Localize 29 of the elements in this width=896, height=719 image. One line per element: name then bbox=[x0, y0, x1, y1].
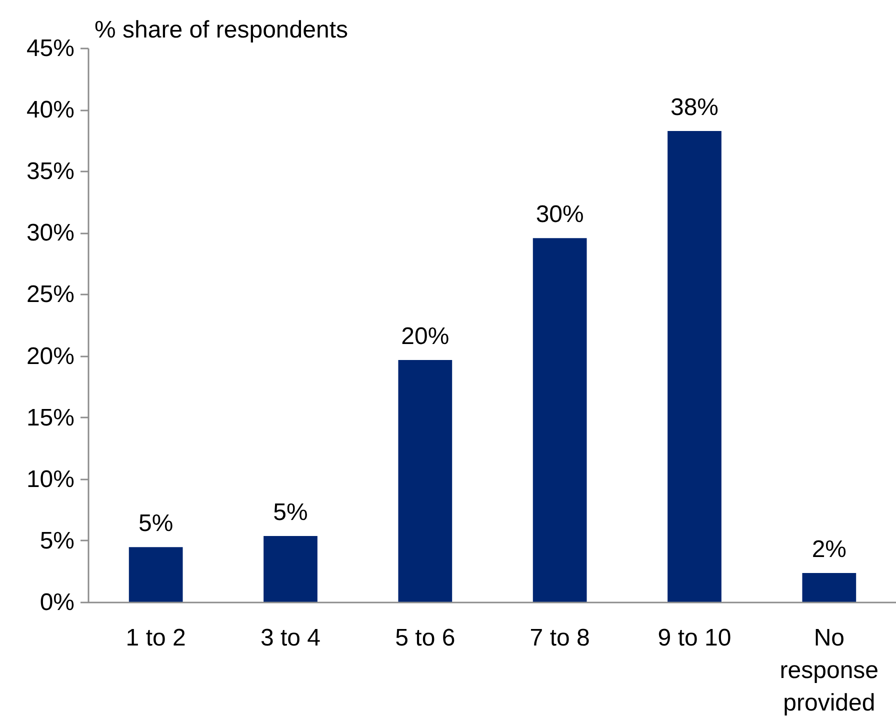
y-tick-label: 40% bbox=[26, 96, 75, 124]
bar bbox=[802, 572, 856, 602]
y-tick-label: 25% bbox=[26, 281, 75, 308]
y-tick-label: 15% bbox=[26, 404, 75, 432]
data-label: 2% bbox=[812, 536, 847, 563]
y-tick-label: 45% bbox=[26, 35, 75, 62]
y-tick-label: 35% bbox=[26, 158, 75, 186]
data-label: 30% bbox=[536, 201, 584, 228]
x-tick-label: 5 to 6 bbox=[395, 624, 456, 652]
bar bbox=[668, 130, 722, 602]
y-tick-label: 10% bbox=[26, 466, 75, 493]
y-axis-title: % share of respondents bbox=[94, 16, 348, 44]
x-tick-label: 3 to 4 bbox=[260, 624, 321, 652]
x-tick-label: 1 to 2 bbox=[126, 624, 186, 652]
data-label: 20% bbox=[401, 322, 450, 350]
y-tick-label: 0% bbox=[40, 589, 74, 616]
x-tick-label: No response provided bbox=[780, 624, 879, 716]
data-label: 5% bbox=[138, 510, 174, 538]
y-tick-label: 20% bbox=[26, 342, 75, 370]
data-label: 5% bbox=[273, 499, 308, 526]
bar bbox=[398, 360, 452, 602]
x-tick-label: 9 to 10 bbox=[658, 624, 732, 652]
x-tick-label: 7 to 8 bbox=[530, 624, 590, 652]
bar bbox=[264, 536, 318, 602]
bar bbox=[128, 547, 183, 602]
bar bbox=[532, 238, 587, 602]
y-tick-label: 5% bbox=[40, 527, 74, 554]
y-tick-label: 30% bbox=[26, 220, 75, 247]
data-label: 38% bbox=[670, 94, 719, 121]
